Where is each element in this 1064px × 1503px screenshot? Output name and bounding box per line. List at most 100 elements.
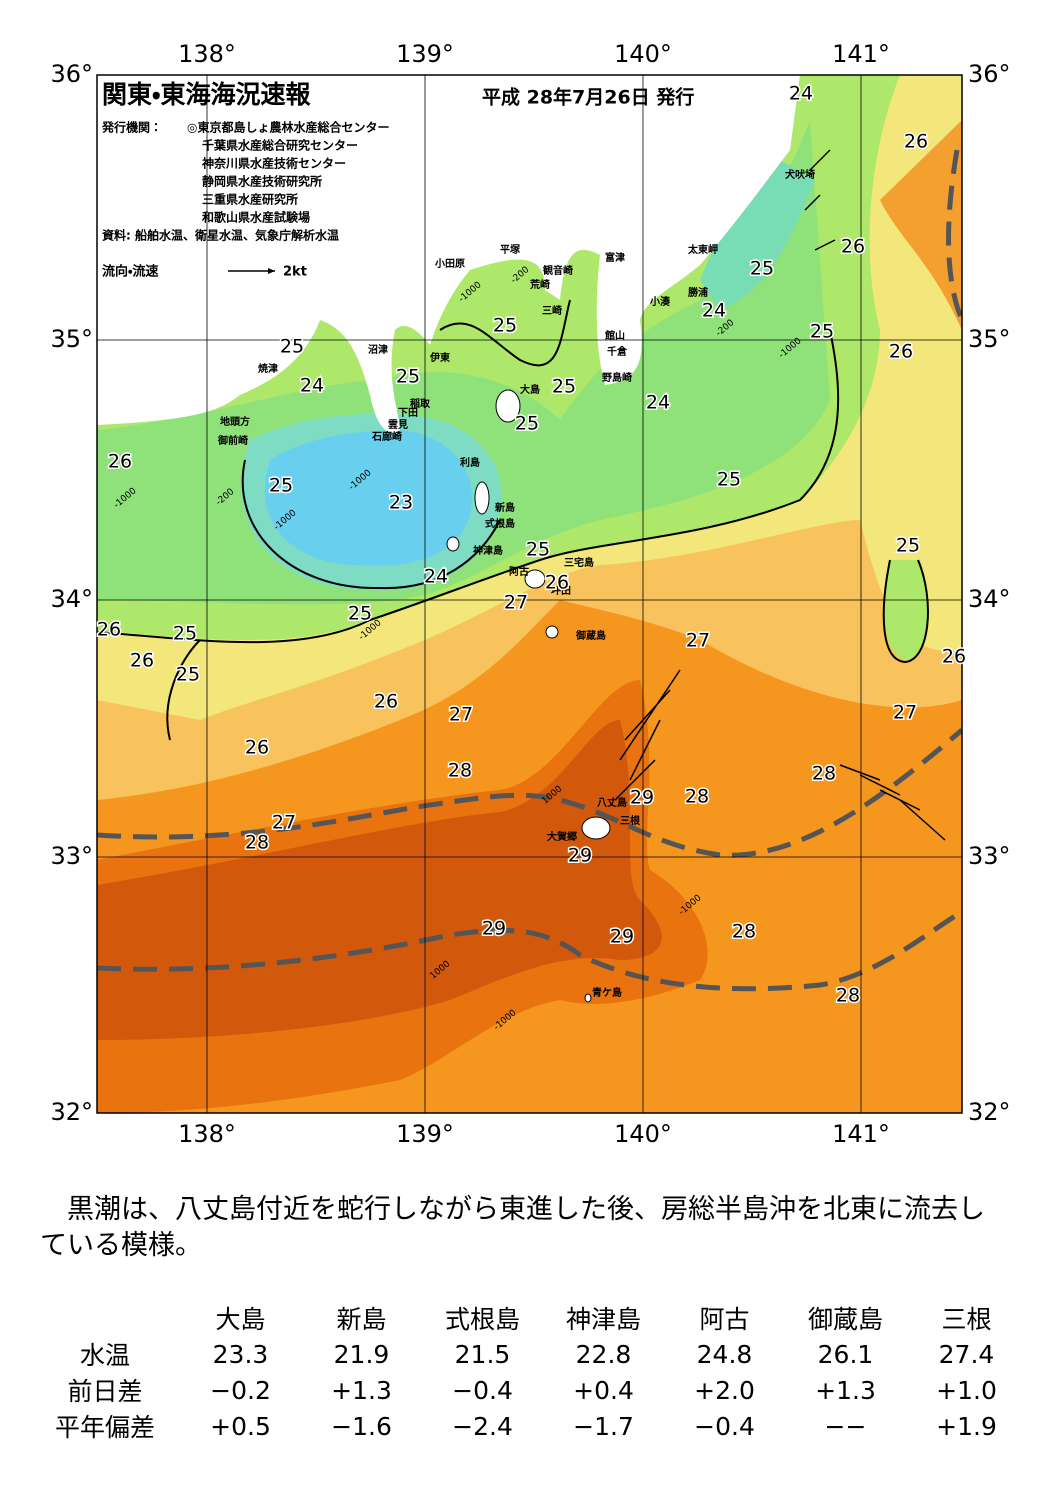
issuer: 神奈川県水産技術センター (201, 156, 346, 171)
cell: +1.3 (815, 1375, 876, 1405)
place-name: 平塚 (500, 243, 521, 256)
place-name: 館山 (604, 329, 625, 342)
lon-label: 139° (396, 40, 454, 68)
isotherm-label: 25 (896, 535, 920, 557)
lon-label: 140° (614, 1120, 672, 1148)
issuer: 三重県水産研究所 (202, 192, 298, 207)
place-name: 八丈島 (597, 796, 627, 809)
lat-label: 32° (50, 1098, 93, 1126)
column-header: 阿古 (699, 1305, 750, 1334)
island (495, 389, 521, 423)
isotherm-label: 27 (504, 592, 528, 614)
column-header: 大島 (215, 1305, 266, 1334)
place-name: 伊東 (429, 351, 450, 364)
issuer: ◎東京都島しょ農林水産総合センター (187, 120, 389, 135)
place-name: 小湊 (649, 295, 671, 308)
isotherm-label: 25 (176, 664, 200, 686)
place-name: 焼津 (258, 362, 278, 375)
place-name: 野島崎 (602, 371, 632, 384)
cell: 21.9 (333, 1339, 390, 1369)
cell: −2.4 (452, 1411, 513, 1441)
table-row: 前日差 −0.2 +1.3 −0.4 +0.4 +2.0 +1.3 +1.0 (30, 1372, 1027, 1408)
cell: −0.2 (210, 1375, 271, 1405)
place-name: 太東岬 (687, 243, 718, 256)
lat-label: 34° (968, 585, 1011, 613)
column-header: 三根 (941, 1305, 992, 1334)
place-name: 地頭方 (220, 415, 250, 428)
island (474, 481, 490, 515)
place-name: 大島 (520, 383, 540, 396)
isotherm-label: 28 (732, 921, 756, 943)
row-label: 前日差 (67, 1377, 143, 1406)
place-name: 観音崎 (543, 264, 573, 277)
cell: 27.4 (938, 1339, 995, 1369)
table-row: 水温 23.3 21.9 21.5 22.8 24.8 26.1 27.4 (30, 1336, 1027, 1372)
place-name: 三根 (620, 814, 641, 827)
table-header: 大島 新島 式根島 神津島 阿古 御蔵島 三根 (30, 1300, 1027, 1336)
isotherm-label: 26 (374, 691, 398, 713)
summary: 黒潮は、八丈島付近を蛇行しながら東進した後、房総半島沖を北東に流去している模様。 (40, 1194, 985, 1261)
isotherm-label: 26 (942, 646, 966, 668)
place-name: 雲見 (388, 419, 408, 431)
lon-label: 141° (832, 1120, 890, 1148)
issuer: 千葉県水産総合研究センター (202, 138, 358, 153)
sea-25b (883, 560, 929, 660)
isotherm-label: 27 (686, 630, 710, 652)
lat-label: 36° (968, 60, 1011, 88)
place-name: 新島 (494, 501, 515, 514)
isotherm-label: 27 (272, 812, 296, 834)
isotherm-label: 23 (389, 492, 413, 514)
isotherm-label: 28 (685, 786, 709, 808)
lon-label: 141° (832, 40, 890, 68)
cell: −0.4 (694, 1411, 755, 1441)
place-name: 勝浦 (688, 286, 708, 299)
isotherm-label: 26 (841, 236, 865, 258)
lon-label: 139° (396, 1120, 454, 1148)
place-name: 富津 (605, 251, 625, 264)
corner (30, 1300, 180, 1336)
isotherm-label: 24 (424, 566, 448, 588)
cell: +0.4 (573, 1375, 634, 1405)
legend-label: 流向・流速 (102, 264, 158, 280)
place-name: 下田 (398, 407, 418, 419)
isotherm-label: 25 (515, 413, 539, 435)
issuer: 静岡県水産技術研究所 (202, 174, 322, 189)
place-name: 利島 (460, 456, 480, 469)
cell: +0.5 (210, 1411, 271, 1441)
isotherm-label: 25 (396, 366, 420, 388)
isotherm-label: 25 (173, 623, 197, 645)
isotherm-label: 29 (568, 845, 592, 867)
lon-label: 138° (178, 40, 236, 68)
island (581, 816, 611, 840)
island (524, 569, 546, 589)
isotherm-label: 26 (889, 341, 913, 363)
cell: 23.3 (212, 1339, 269, 1369)
grid (97, 75, 962, 1113)
isotherm-label: 26 (97, 619, 121, 641)
cell: +1.3 (331, 1375, 392, 1405)
place-name: 青ケ島 (592, 986, 622, 999)
issuer: 和歌山県水産試験場 (201, 210, 310, 225)
map: 関東・東海海況速報 平成 28年7月26日 発行 発行機関： 資料: 船舶水温、… (50, 40, 1011, 1148)
lat-label: 35° (968, 325, 1011, 353)
isotherm-label: 28 (448, 760, 472, 782)
table-body: 大島 新島 式根島 神津島 阿古 御蔵島 三根 水温 23.3 21.9 21.5 22.8 24.8 2… (30, 1300, 1027, 1444)
lat-label: 34° (50, 585, 93, 613)
isotherm-label: 25 (810, 321, 834, 343)
legend-scale: 2kt (283, 265, 307, 280)
isotherm-label: 24 (646, 392, 670, 414)
isotherm-label: 25 (750, 258, 774, 280)
issue-date: 平成 28年7月26日 発行 (482, 86, 694, 109)
place-name: 三宅島 (564, 556, 594, 569)
place-name: 石廊崎 (371, 430, 402, 443)
isotherm-label: 25 (493, 315, 517, 337)
land (97, 75, 800, 433)
place-name: 御蔵島 (575, 629, 606, 642)
obs-table: 大島 新島 式根島 神津島 阿古 御蔵島 三根 水温 23.3 21.9 21.5 22.8 24.8 2… (30, 1300, 1027, 1444)
place-name: 神津島 (472, 544, 503, 557)
lat-label: 33° (50, 842, 93, 870)
place-name: 坪田 (551, 584, 571, 597)
sea-warm (880, 120, 962, 330)
sea-23 (264, 430, 472, 566)
